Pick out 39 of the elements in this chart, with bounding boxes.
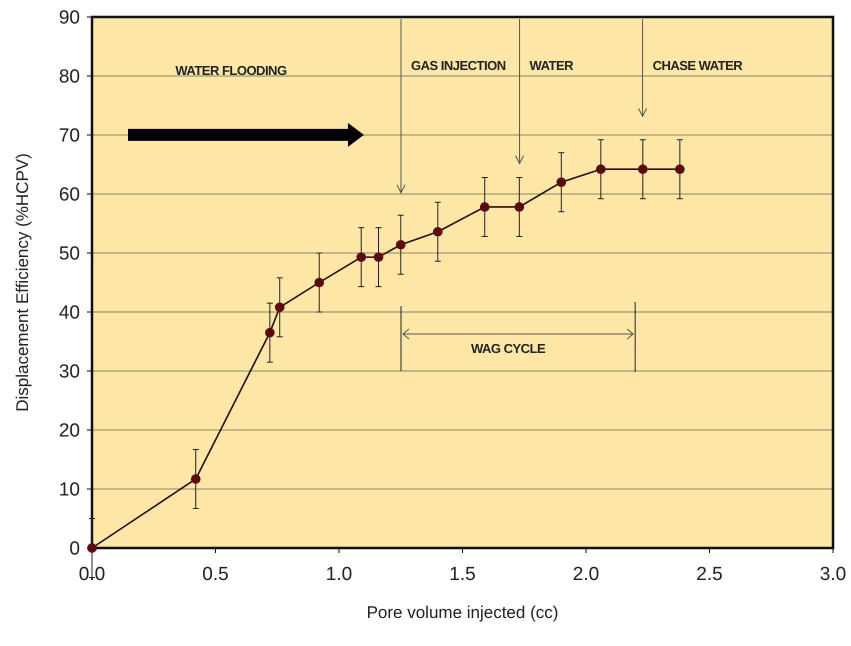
point (274, 302, 285, 312)
y-tick-label: 10 (58, 480, 80, 501)
point (433, 226, 443, 237)
x-tick-label: 2.0 (572, 564, 600, 585)
point (480, 202, 490, 212)
y-tick-label: 90 (58, 8, 80, 29)
y-tick-label: 30 (58, 362, 80, 383)
point (265, 328, 275, 338)
x-tick-label: 1.0 (326, 564, 352, 585)
point (556, 177, 566, 187)
x-axis-title: Pore volume injected (cc) (366, 603, 558, 622)
annotation: WATER FLOODING (175, 62, 287, 78)
y-tick-label: 60 (58, 184, 80, 206)
annotation: GAS INJECTION (410, 58, 506, 73)
x-tick-label: 0.0 (78, 564, 106, 585)
annotation: CHASE WATER (652, 58, 744, 73)
point (396, 240, 406, 250)
point (638, 164, 648, 174)
point (374, 252, 384, 262)
point (87, 543, 97, 553)
point (190, 474, 201, 484)
y-axis-title: Displacement Efficiency (%HCPV) (13, 153, 32, 412)
point (356, 252, 366, 262)
point (514, 202, 524, 212)
y-tick-label: 80 (58, 66, 80, 88)
x-tick-label: 3.0 (820, 564, 846, 585)
point (314, 278, 324, 288)
y-tick-label: 50 (58, 244, 80, 265)
x-tick-label: 0.5 (202, 564, 229, 585)
point (596, 164, 606, 174)
y-tick-label: 40 (58, 302, 80, 324)
x-tick-label: 1.5 (449, 564, 476, 585)
y-tick-label: 20 (58, 420, 80, 442)
x-tick-label: 2.5 (696, 564, 723, 585)
y-tick-label: 70 (58, 126, 80, 147)
y-tick-label: 0 (69, 538, 80, 560)
annotation: WATER (530, 58, 574, 73)
point (675, 164, 685, 174)
annotation: WAG CYCLE (470, 341, 546, 356)
